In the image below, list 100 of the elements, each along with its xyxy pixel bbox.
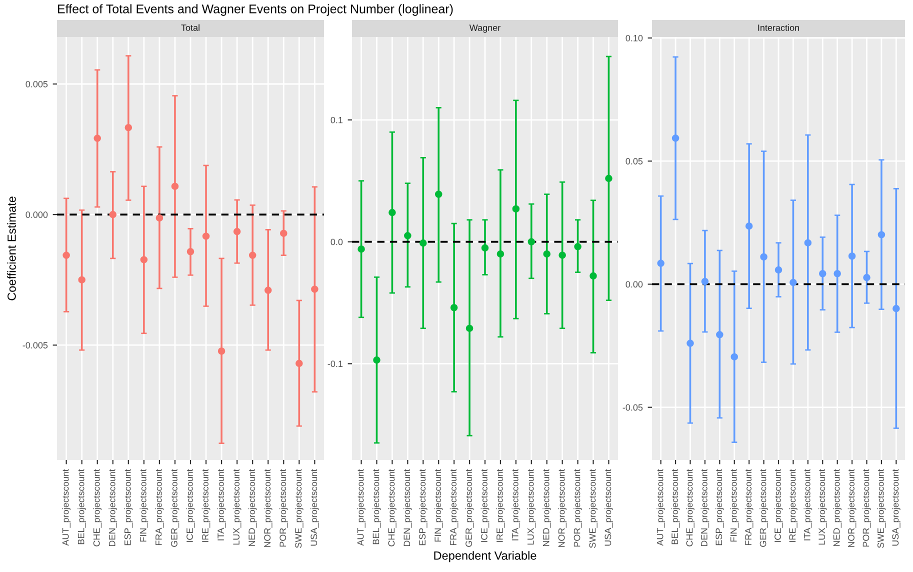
x-axis-title: Dependent Variable <box>434 551 536 562</box>
x-tick-label: USA_projectscount <box>604 469 613 546</box>
point <box>848 252 856 260</box>
y-tick-label: -0.05 <box>622 404 643 411</box>
point <box>434 190 442 198</box>
x-tick-label: SWE_projectscount <box>877 469 886 548</box>
x-tick-label: CHE_projectscount <box>686 469 694 546</box>
point <box>892 304 900 312</box>
point <box>481 244 489 252</box>
x-tick-label: BEL_projectscount <box>372 469 381 544</box>
point <box>404 232 412 240</box>
y-tick-label: -0.005 <box>22 342 48 348</box>
x-tick-label: USA_projectscount <box>310 469 319 546</box>
x-tick-label: ITA_projectscount <box>804 469 812 540</box>
x-tick-label: GER_projectscount <box>465 469 474 547</box>
chart-title: Total <box>181 24 200 31</box>
point <box>745 222 753 230</box>
point <box>760 253 768 261</box>
point <box>62 252 70 259</box>
point <box>202 232 210 240</box>
x-tick-label: ESP_projectscount <box>715 469 724 546</box>
point <box>774 266 782 274</box>
point <box>574 243 582 250</box>
x-tick-label: NED_projectscount <box>248 469 257 546</box>
x-tick-label: NOR_projectscount <box>848 469 856 548</box>
x-tick-label: AUT_projectscount <box>656 469 666 546</box>
point <box>124 124 132 132</box>
point <box>296 360 303 368</box>
y-tick-label: 0.0 <box>330 238 343 246</box>
x-tick-label: ICE_projectscount <box>186 469 195 542</box>
y-tick-label: 0.000 <box>26 212 48 218</box>
point <box>171 182 179 190</box>
point <box>528 238 536 246</box>
y-axis-title: Coefficient Estimate <box>7 196 16 300</box>
point <box>730 353 738 360</box>
x-tick-label: LUX_projectscount <box>527 469 536 545</box>
point <box>311 286 318 293</box>
x-tick-label: SWE_projectscount <box>294 469 304 548</box>
x-tick-label: ICE_projectscount <box>774 469 783 542</box>
x-tick-label: DEN_projectscount <box>108 469 118 546</box>
point <box>657 260 664 267</box>
x-tick-label: SWE_projectscount <box>589 469 598 548</box>
y-tick-label: 0.05 <box>626 158 643 164</box>
point <box>233 228 241 236</box>
x-tick-label: FIN_projectscount <box>434 469 443 542</box>
x-tick-label: LUX_projectscount <box>232 469 242 545</box>
x-tick-label: FRA_projectscount <box>744 469 754 546</box>
x-tick-label: ITA_projectscount <box>217 469 226 540</box>
y-tick-label: 0.005 <box>26 80 48 88</box>
point <box>358 245 365 253</box>
point <box>280 230 288 237</box>
point <box>701 278 709 286</box>
x-tick-label: ESP_projectscount <box>124 469 133 546</box>
point <box>543 250 550 258</box>
x-tick-label: LUX_projectscount <box>818 469 827 545</box>
x-tick-label: FIN_projectscount <box>140 469 148 542</box>
x-tick-label: BEL_projectscount <box>671 469 680 544</box>
x-tick-label: CHE_projectscount <box>388 469 396 546</box>
point <box>716 331 724 338</box>
point <box>818 270 826 278</box>
x-tick-label: USA_projectscount <box>892 469 900 546</box>
x-tick-label: NED_projectscount <box>833 469 842 546</box>
x-tick-label: ICE_projectscount <box>480 469 490 542</box>
point <box>109 210 117 218</box>
point <box>512 205 520 213</box>
x-tick-label: ITA_projectscount <box>512 469 520 540</box>
x-tick-label: POR_projectscount <box>279 469 288 547</box>
x-tick-label: CHE_projectscount <box>93 469 102 546</box>
y-tick-label: 0.00 <box>626 281 643 288</box>
point <box>420 239 427 247</box>
y-tick-label: -0.1 <box>328 360 343 368</box>
x-tick-label: AUT_projectscount <box>357 469 366 546</box>
text: Effect of Total Events and Wagner Events on Project Number (loglinear) <box>58 4 453 16</box>
point <box>590 272 597 280</box>
point <box>605 174 612 182</box>
x-tick-label: FIN_projectscount <box>730 469 739 542</box>
x-tick-label: NOR_projectscount <box>558 469 567 548</box>
x-tick-label: NOR_projectscount <box>264 469 272 548</box>
y-tick-label: 0.10 <box>626 34 643 42</box>
y-tick-label: 0.1 <box>330 116 343 124</box>
x-tick-label: NED_projectscount <box>542 469 552 546</box>
point <box>558 252 566 259</box>
x-tick-label: POR_projectscount <box>862 469 871 547</box>
point <box>466 324 474 332</box>
x-tick-label: IRE_projectscount <box>202 469 210 542</box>
x-tick-label: FRA_projectscount <box>450 469 458 546</box>
x-tick-label: GER_projectscount <box>170 469 180 547</box>
point <box>790 278 797 286</box>
point <box>450 304 458 312</box>
x-tick-label: BEL_projectscount <box>78 469 86 544</box>
point <box>264 286 272 294</box>
point <box>218 347 226 355</box>
x-tick-label: POR_projectscount <box>574 469 582 547</box>
point <box>804 239 812 246</box>
x-tick-label: FRA_projectscount <box>155 469 164 546</box>
point <box>686 340 694 347</box>
x-tick-label: IRE_projectscount <box>789 469 798 542</box>
x-tick-label: AUT_projectscount <box>62 469 71 546</box>
x-tick-label: DEN_projectscount <box>700 469 710 546</box>
point <box>878 231 886 238</box>
